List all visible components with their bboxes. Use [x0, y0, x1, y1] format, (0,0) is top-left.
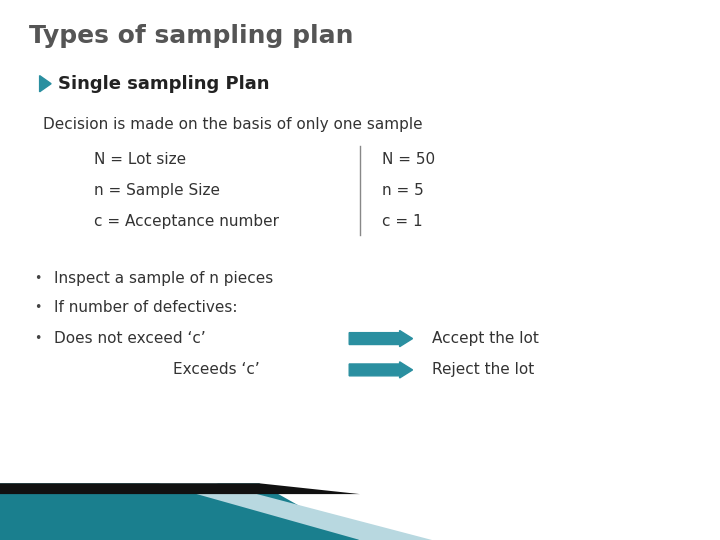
Text: Inspect a sample of n pieces: Inspect a sample of n pieces: [54, 271, 274, 286]
Text: c = Acceptance number: c = Acceptance number: [94, 214, 279, 230]
Polygon shape: [158, 483, 432, 540]
Text: c = 1: c = 1: [382, 214, 422, 230]
Text: Exceeds ‘c’: Exceeds ‘c’: [173, 362, 259, 377]
Text: n = 5: n = 5: [382, 183, 423, 198]
Text: N = Lot size: N = Lot size: [94, 152, 186, 167]
Text: Does not exceed ‘c’: Does not exceed ‘c’: [54, 331, 206, 346]
Text: n = Sample Size: n = Sample Size: [94, 183, 220, 198]
Polygon shape: [0, 483, 360, 494]
Text: If number of defectives:: If number of defectives:: [54, 300, 238, 315]
Text: •: •: [34, 301, 41, 314]
Text: Single sampling Plan: Single sampling Plan: [58, 75, 269, 93]
Text: Decision is made on the basis of only one sample: Decision is made on the basis of only on…: [43, 117, 423, 132]
Polygon shape: [0, 483, 360, 540]
Text: Reject the lot: Reject the lot: [432, 362, 534, 377]
Text: •: •: [34, 332, 41, 345]
FancyArrow shape: [349, 330, 413, 347]
FancyArrow shape: [349, 362, 413, 378]
Polygon shape: [40, 76, 51, 92]
Text: Types of sampling plan: Types of sampling plan: [29, 24, 354, 48]
Text: Accept the lot: Accept the lot: [432, 331, 539, 346]
Text: N = 50: N = 50: [382, 152, 435, 167]
Text: •: •: [34, 272, 41, 285]
